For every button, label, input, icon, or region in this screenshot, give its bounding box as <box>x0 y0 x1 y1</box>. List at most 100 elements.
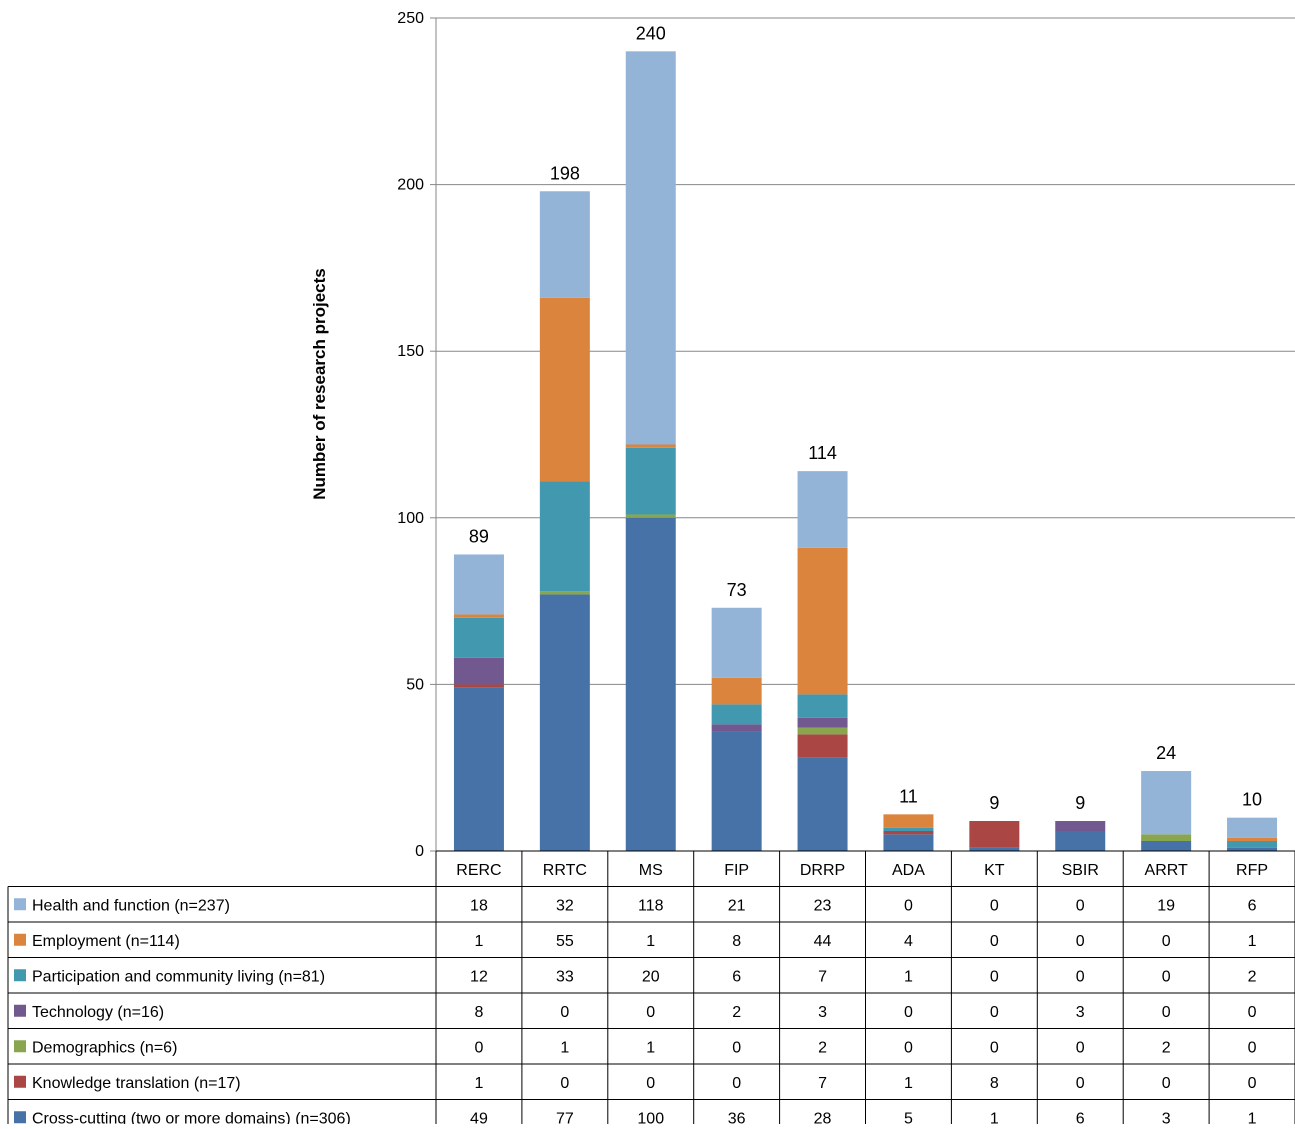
legend-label-cross-cutting: Cross-cutting (two or more domains) (n=3… <box>32 1110 351 1124</box>
y-tick-label: 0 <box>415 843 424 860</box>
table-cell-participation-and-community-living-rfp: 2 <box>1248 968 1257 985</box>
bar-segment-drrp-technology <box>797 717 848 728</box>
table-cell-employment-rrtc: 55 <box>556 933 574 950</box>
category-label-rerc: RERC <box>456 862 501 879</box>
bar-segment-rerc-employment <box>453 614 504 618</box>
table-cell-cross-cutting-sbir: 6 <box>1076 1110 1085 1124</box>
table-cell-participation-and-community-living-fip: 6 <box>732 968 741 985</box>
table-cell-participation-and-community-living-rerc: 12 <box>470 968 488 985</box>
bar-segment-rerc-technology <box>453 657 504 685</box>
bar-segment-kt-knowledge-translation <box>969 821 1020 848</box>
category-label-arrt: ARRT <box>1145 862 1188 879</box>
bar-segment-fip-health-and-function <box>711 607 762 678</box>
y-tick-label: 50 <box>406 676 424 693</box>
table-cell-technology-fip: 2 <box>732 1004 741 1021</box>
bar-segment-arrt-demographics <box>1141 834 1192 842</box>
table-cell-cross-cutting-rrtc: 77 <box>556 1110 574 1124</box>
table-cell-participation-and-community-living-drrp: 7 <box>818 968 827 985</box>
table-cell-employment-rfp: 1 <box>1248 933 1257 950</box>
table-cell-employment-arrt: 0 <box>1162 933 1171 950</box>
table-cell-knowledge-translation-fip: 0 <box>732 1075 741 1092</box>
bar-segment-drrp-health-and-function <box>797 471 848 548</box>
bar-segment-rerc-health-and-function <box>453 554 504 615</box>
bar-segment-rrtc-health-and-function <box>539 191 590 298</box>
table-cell-demographics-arrt: 2 <box>1162 1039 1171 1056</box>
bar-segment-sbir-technology <box>1055 821 1106 832</box>
total-label-arrt: 24 <box>1156 743 1176 763</box>
y-tick-label: 200 <box>397 177 424 194</box>
table-cell-knowledge-translation-rfp: 0 <box>1248 1075 1257 1092</box>
total-label-rfp: 10 <box>1242 790 1262 810</box>
total-label-fip: 73 <box>727 580 747 600</box>
table-cell-cross-cutting-kt: 1 <box>990 1110 999 1124</box>
y-tick-label: 150 <box>397 343 424 360</box>
table-cell-knowledge-translation-arrt: 0 <box>1162 1075 1171 1092</box>
axes: 0 50 100 150 200 250 <box>397 10 437 860</box>
bar-segment-fip-employment <box>711 677 762 705</box>
bar-segment-rerc-knowledge-translation <box>453 684 504 688</box>
category-label-rrtc: RRTC <box>543 862 587 879</box>
table-cell-cross-cutting-arrt: 3 <box>1162 1110 1171 1124</box>
category-label-fip: FIP <box>724 862 749 879</box>
bar-segment-rfp-participation-and-community-living <box>1227 841 1278 848</box>
table-cell-participation-and-community-living-sbir: 0 <box>1076 968 1085 985</box>
bar-segment-rrtc-cross-cutting <box>539 594 590 851</box>
total-label-drrp: 114 <box>808 443 837 463</box>
bars <box>453 51 1278 851</box>
total-label-ms: 240 <box>636 23 666 43</box>
legend-label-health-and-function: Health and function (n=237) <box>32 897 230 914</box>
table-cell-knowledge-translation-ms: 0 <box>646 1075 655 1092</box>
bar-segment-rfp-employment <box>1227 837 1278 842</box>
total-label-ada: 11 <box>899 786 918 806</box>
bar-segment-rfp-cross-cutting <box>1227 847 1278 851</box>
table-cell-demographics-rerc: 0 <box>474 1039 483 1056</box>
category-label-ada: ADA <box>892 862 925 879</box>
table-cell-participation-and-community-living-rrtc: 33 <box>556 968 574 985</box>
legend-swatch-demographics <box>14 1040 26 1053</box>
bar-segment-ada-participation-and-community-living <box>883 827 934 832</box>
table-cell-technology-ms: 0 <box>646 1004 655 1021</box>
table-cell-participation-and-community-living-ada: 1 <box>904 968 913 985</box>
table-cell-knowledge-translation-rerc: 1 <box>474 1075 483 1092</box>
bar-segment-rerc-participation-and-community-living <box>453 617 504 658</box>
table-cell-demographics-drrp: 2 <box>818 1039 827 1056</box>
legend-swatch-cross-cutting <box>14 1111 26 1124</box>
table-cell-demographics-kt: 0 <box>990 1039 999 1056</box>
table-cell-cross-cutting-fip: 36 <box>728 1110 746 1124</box>
table-cell-health-and-function-fip: 21 <box>728 897 746 914</box>
legend-label-participation-and-community-living: Participation and community living (n=81… <box>32 968 325 985</box>
total-labels: 89 198 240 73 114 11 9 9 24 10 <box>469 23 1262 813</box>
table-cell-technology-kt: 0 <box>990 1004 999 1021</box>
table-cell-demographics-sbir: 0 <box>1076 1039 1085 1056</box>
table-cell-health-and-function-rfp: 6 <box>1248 897 1257 914</box>
table-cell-participation-and-community-living-kt: 0 <box>990 968 999 985</box>
table-cell-demographics-ms: 1 <box>646 1039 655 1056</box>
table-cell-employment-ms: 1 <box>646 933 655 950</box>
bar-segment-drrp-demographics <box>797 727 848 735</box>
bar-segment-ms-health-and-function <box>625 51 676 445</box>
bar-segment-rfp-health-and-function <box>1227 817 1278 838</box>
table-cell-cross-cutting-rfp: 1 <box>1248 1110 1257 1124</box>
table-cell-health-and-function-kt: 0 <box>990 897 999 914</box>
table-cell-knowledge-translation-kt: 8 <box>990 1075 999 1092</box>
bar-segment-rerc-cross-cutting <box>453 687 504 851</box>
legend-label-demographics: Demographics (n=6) <box>32 1039 177 1056</box>
table-cell-technology-arrt: 0 <box>1162 1004 1171 1021</box>
table-cell-health-and-function-ada: 0 <box>904 897 913 914</box>
table-cell-technology-ada: 0 <box>904 1004 913 1021</box>
bar-segment-ada-cross-cutting <box>883 834 934 851</box>
bar-segment-ms-employment <box>625 444 676 448</box>
table-cell-employment-drrp: 44 <box>814 933 832 950</box>
legend-label-knowledge-translation: Knowledge translation (n=17) <box>32 1075 241 1092</box>
bar-segment-drrp-participation-and-community-living <box>797 694 848 718</box>
table-cell-technology-sbir: 3 <box>1076 1004 1085 1021</box>
legend-swatch-knowledge-translation <box>14 1075 26 1088</box>
y-tick-label: 250 <box>397 10 424 27</box>
bar-segment-drrp-cross-cutting <box>797 757 848 851</box>
table-cell-technology-drrp: 3 <box>818 1004 827 1021</box>
legend-label-technology: Technology (n=16) <box>32 1004 164 1021</box>
total-label-kt: 9 <box>989 793 999 813</box>
total-label-rrtc: 198 <box>550 163 580 183</box>
bar-segment-fip-technology <box>711 724 762 732</box>
